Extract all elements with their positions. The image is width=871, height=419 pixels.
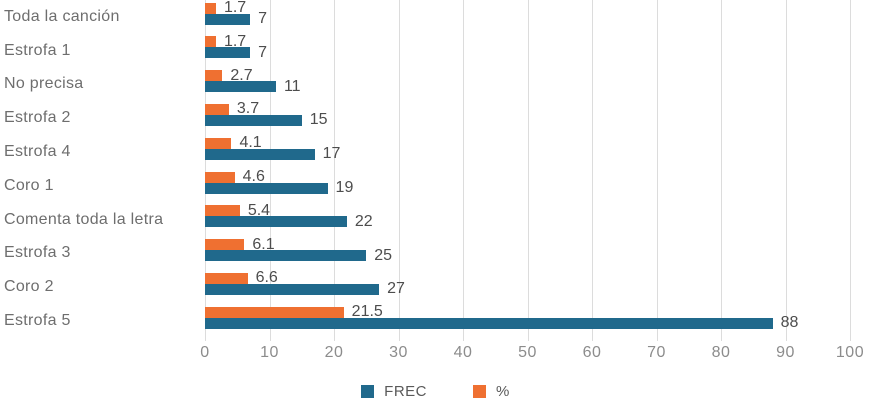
bar-pct bbox=[205, 239, 245, 251]
chart-row: Coro 1 4.6 19 bbox=[0, 168, 871, 203]
bar-pct bbox=[205, 103, 229, 115]
gridline bbox=[592, 0, 593, 341]
gridline bbox=[785, 0, 787, 341]
category-label: Coro 2 bbox=[4, 278, 54, 296]
bar-pct bbox=[205, 2, 216, 14]
gridline bbox=[269, 0, 271, 341]
legend: FREC % bbox=[0, 383, 871, 400]
bar-value-pct: 3.7 bbox=[236, 100, 260, 118]
gridline bbox=[527, 0, 529, 341]
bar-frec bbox=[205, 317, 773, 329]
bar-frec bbox=[205, 13, 251, 25]
category-label: Estrofa 1 bbox=[4, 41, 71, 59]
bar-value-frec: 7 bbox=[258, 10, 268, 27]
category-label: Toda la canción bbox=[4, 7, 120, 25]
chart-row: Estrofa 1 1.7 7 bbox=[0, 32, 871, 68]
x-tick-label: 10 bbox=[260, 344, 279, 361]
bar-value-frec: 25 bbox=[374, 246, 393, 264]
chart-row: No precisa 2.7 11 bbox=[0, 66, 871, 102]
gridline bbox=[334, 0, 335, 341]
x-axis: 0 10 20 30 40 50 60 70 80 90 100 bbox=[0, 344, 871, 368]
category-label: Estrofa 4 bbox=[4, 143, 71, 161]
bar-frec bbox=[205, 114, 302, 126]
bar-pct bbox=[205, 272, 248, 284]
bar-value-pct: 4.6 bbox=[242, 168, 265, 185]
bar-value-pct: 6.1 bbox=[252, 235, 275, 253]
chart-row: Estrofa 2 3.7 15 bbox=[0, 100, 871, 135]
x-tick-label: 80 bbox=[711, 344, 731, 361]
bar-value-frec: 7 bbox=[258, 43, 268, 61]
plot-area: Toda la canción 1.7 7 Estrofa 1 1.7 7 No preci… bbox=[0, 0, 871, 341]
bar-frec bbox=[205, 182, 328, 194]
bar-value-pct: 5.4 bbox=[247, 201, 271, 219]
x-tick-label: 50 bbox=[518, 344, 537, 361]
bar-value-frec: 22 bbox=[354, 212, 373, 230]
gridline bbox=[463, 0, 464, 341]
category-label: Coro 1 bbox=[4, 176, 54, 194]
chart-row: Coro 2 6.6 27 bbox=[0, 269, 871, 304]
bar-frec bbox=[205, 216, 347, 228]
bar-value-pct: 21.5 bbox=[351, 303, 383, 321]
legend-label-pct: % bbox=[496, 383, 510, 400]
chart-row: Estrofa 5 21.5 88 bbox=[0, 303, 871, 338]
x-tick-label: 70 bbox=[647, 344, 666, 361]
bar-value-frec: 27 bbox=[387, 280, 405, 298]
gridline bbox=[656, 0, 658, 341]
bar-value-frec: 17 bbox=[322, 145, 341, 163]
gridline bbox=[398, 0, 400, 341]
legend-swatch-frec bbox=[361, 385, 375, 398]
bar-value-frec: 11 bbox=[283, 77, 301, 95]
bar-frec bbox=[205, 283, 380, 295]
category-label: No precisa bbox=[4, 75, 84, 93]
bar-value-pct: 1.7 bbox=[223, 0, 247, 16]
bar-value-pct: 1.7 bbox=[223, 32, 247, 50]
bar-value-pct: 4.1 bbox=[239, 134, 262, 152]
x-tick-label: 0 bbox=[200, 344, 210, 361]
chart-row: Toda la canción 1.7 7 bbox=[0, 0, 871, 34]
bar-pct bbox=[205, 70, 223, 82]
x-tick-label: 100 bbox=[835, 344, 865, 361]
legend-label-frec: FREC bbox=[384, 383, 427, 400]
bar-pct bbox=[205, 171, 235, 183]
chart-row: Estrofa 4 4.1 17 bbox=[0, 134, 871, 169]
bar-value-pct: 6.6 bbox=[255, 269, 278, 287]
category-label: Estrofa 3 bbox=[4, 244, 71, 262]
bar-pct bbox=[205, 306, 344, 318]
bar-frec bbox=[205, 81, 276, 93]
bar-pct bbox=[205, 36, 216, 48]
bar-value-frec: 15 bbox=[309, 111, 328, 129]
x-tick-label: 20 bbox=[324, 344, 344, 361]
x-tick-label: 90 bbox=[776, 344, 795, 361]
category-label: Estrofa 5 bbox=[4, 312, 71, 330]
bar-value-frec: 19 bbox=[335, 179, 354, 196]
gridline bbox=[205, 0, 206, 341]
x-tick-label: 40 bbox=[453, 344, 473, 361]
bar-pct bbox=[205, 205, 240, 217]
bar-frec bbox=[205, 47, 251, 59]
x-tick-label: 30 bbox=[389, 344, 408, 361]
category-label: Estrofa 2 bbox=[4, 109, 71, 127]
bar-value-pct: 2.7 bbox=[230, 66, 253, 84]
chart-row: Estrofa 3 6.1 25 bbox=[0, 235, 871, 271]
category-label: Comenta toda la letra bbox=[4, 210, 164, 228]
x-tick-label: 60 bbox=[582, 344, 602, 361]
bar-pct bbox=[205, 137, 232, 149]
gridline bbox=[850, 0, 851, 341]
chart-row: Comenta toda la letra 5.4 22 bbox=[0, 201, 871, 237]
legend-swatch-pct bbox=[473, 385, 486, 398]
gridline bbox=[721, 0, 722, 341]
bar-frec bbox=[205, 148, 315, 160]
bar-value-frec: 88 bbox=[780, 314, 799, 332]
bar-frec bbox=[205, 250, 367, 262]
